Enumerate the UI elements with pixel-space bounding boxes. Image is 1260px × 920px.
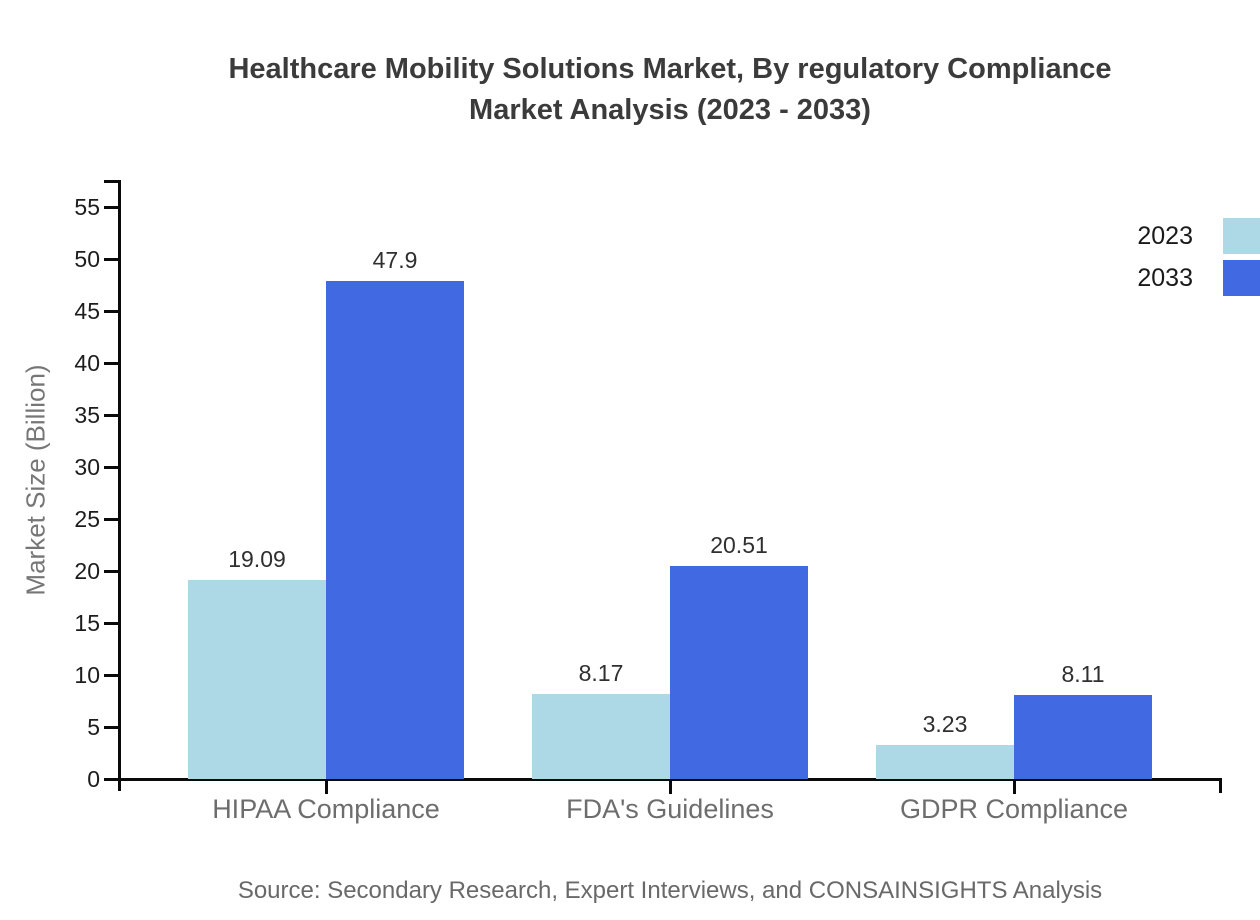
y-axis-tick-label: 40 — [74, 350, 100, 376]
y-axis-tick-label: 35 — [74, 402, 100, 428]
bar-2023-2 — [532, 694, 670, 779]
x-axis-end-tick — [1219, 778, 1222, 793]
y-axis-tick — [104, 361, 118, 365]
legend-swatch-2023 — [1223, 218, 1260, 254]
chart-title-line1: Healthcare Mobility Solutions Market, By… — [228, 53, 1112, 85]
bar-value-label: 47.9 — [372, 246, 418, 273]
y-axis-tick-label: 10 — [74, 662, 100, 688]
legend-entry-2023: 2023 — [1137, 218, 1260, 254]
bar-2033-3 — [1014, 694, 1152, 779]
chart-title: Healthcare Mobility Solutions Market, By… — [80, 49, 1260, 131]
bar-value-label: 19.09 — [228, 546, 286, 573]
x-axis-category-label: FDA's Guidelines — [566, 794, 774, 824]
y-axis-tick — [104, 309, 118, 313]
y-axis-tick-label: 50 — [74, 246, 100, 272]
bar-2033-1 — [326, 280, 464, 779]
x-axis-tick — [324, 781, 328, 794]
y-axis-tick-label: 0 — [87, 766, 100, 792]
legend-label: 2033 — [1137, 263, 1193, 292]
x-axis-tick — [668, 781, 672, 794]
y-axis-tick — [104, 517, 118, 521]
legend-entry-2033: 2033 — [1137, 260, 1260, 296]
bar-value-label: 8.11 — [1061, 660, 1105, 687]
source-note: Source: Secondary Research, Expert Inter… — [237, 877, 1103, 904]
y-axis-tick-label: 15 — [74, 610, 100, 636]
legend: 2023 2033 — [1137, 218, 1260, 302]
chart-title-line2: Market Analysis (2023 - 2033) — [469, 94, 871, 126]
y-axis-tick — [104, 205, 118, 209]
y-axis-top-tick — [104, 180, 121, 183]
bar-value-label: 8.17 — [578, 660, 624, 687]
y-axis-tick — [104, 621, 118, 625]
y-axis-tick — [104, 413, 118, 417]
y-axis-tick-label: 45 — [74, 298, 100, 324]
legend-swatch-2033 — [1223, 260, 1260, 296]
y-axis-tick — [104, 777, 118, 781]
y-axis-tick-label: 55 — [74, 194, 100, 220]
x-axis-tick — [1012, 781, 1016, 794]
y-axis-tick — [104, 257, 118, 261]
y-axis-tick — [104, 569, 118, 573]
bar-2033-2 — [670, 565, 808, 779]
y-axis-tick — [104, 725, 118, 729]
y-axis-tick — [104, 673, 118, 677]
bar-value-label: 20.51 — [710, 531, 768, 558]
x-axis-category-label: GDPR Compliance — [899, 794, 1129, 824]
y-axis-tick-label: 30 — [74, 454, 100, 480]
x-axis-line — [118, 778, 1222, 781]
y-axis-tick-label: 25 — [74, 506, 100, 532]
y-axis-tick-label: 20 — [74, 558, 100, 584]
y-axis-line — [118, 180, 121, 791]
y-axis-tick-label: 5 — [87, 714, 100, 740]
x-axis-category-label: HIPAA Compliance — [212, 794, 440, 824]
legend-label: 2023 — [1137, 221, 1193, 250]
bar-2023-1 — [188, 580, 326, 779]
bar-2023-3 — [876, 745, 1014, 779]
bar-value-label: 3.23 — [922, 711, 968, 738]
y-axis-tick — [104, 465, 118, 469]
